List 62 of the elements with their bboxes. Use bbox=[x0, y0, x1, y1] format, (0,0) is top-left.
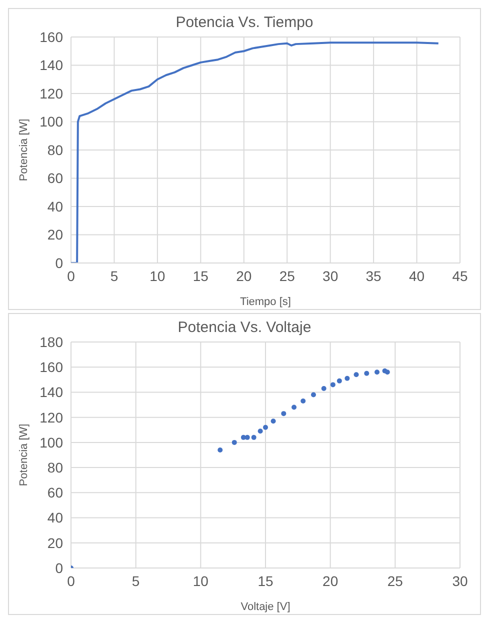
y-tick-label: 80 bbox=[47, 460, 64, 476]
x-axis-title: Voltaje [V] bbox=[240, 601, 290, 613]
point bbox=[310, 392, 316, 398]
x-tick-label: 10 bbox=[150, 268, 166, 284]
y-tick-label: 140 bbox=[40, 57, 64, 74]
point bbox=[244, 434, 250, 440]
y-tick-label: 0 bbox=[55, 254, 64, 271]
point bbox=[292, 404, 297, 410]
x-tick-label: 40 bbox=[408, 268, 425, 284]
point bbox=[364, 370, 370, 376]
point bbox=[281, 411, 286, 416]
x-tick-label: 5 bbox=[132, 572, 140, 589]
x-tick-label: 0 bbox=[67, 268, 76, 284]
x-tick-label: 5 bbox=[110, 268, 118, 284]
point bbox=[321, 386, 326, 391]
x-tick-label: 30 bbox=[452, 572, 468, 589]
y-tick-label: 120 bbox=[40, 85, 64, 102]
y-tick-label: 40 bbox=[47, 198, 64, 214]
y-axis-title: Potencia [W] bbox=[18, 424, 30, 486]
x-tick-label: 20 bbox=[322, 572, 338, 589]
y-tick-label: 0 bbox=[55, 560, 64, 576]
y-tick-label: 120 bbox=[40, 409, 64, 426]
y-tick-label: 140 bbox=[40, 384, 64, 400]
y-tick-label: 100 bbox=[40, 114, 64, 130]
point bbox=[218, 447, 223, 452]
x-tick-label: 15 bbox=[258, 572, 274, 589]
line-series bbox=[71, 42, 440, 263]
y-tick-label: 40 bbox=[47, 510, 64, 526]
chart-title: Potencia Vs. Voltaje bbox=[178, 319, 312, 336]
x-tick-label: 20 bbox=[236, 268, 252, 284]
y-tick-label: 180 bbox=[40, 334, 64, 350]
point bbox=[354, 372, 359, 378]
y-tick-label: 20 bbox=[47, 534, 64, 551]
y-tick-label: 60 bbox=[47, 484, 64, 501]
point bbox=[270, 418, 276, 424]
point bbox=[336, 378, 342, 384]
y-tick-label: 20 bbox=[47, 226, 64, 243]
y-tick-label: 60 bbox=[47, 170, 64, 186]
y-tick-label: 80 bbox=[47, 142, 64, 158]
chart-title: Potencia Vs. Tiempo bbox=[176, 14, 314, 31]
y-axis-title: Potencia [W] bbox=[18, 118, 30, 182]
point bbox=[258, 428, 263, 434]
x-tick-label: 25 bbox=[279, 268, 296, 284]
x-tick-label: 45 bbox=[452, 268, 468, 284]
x-axis-title: Tiempo [s] bbox=[240, 296, 291, 308]
y-tick-label: 160 bbox=[40, 359, 64, 376]
x-tick-label: 25 bbox=[387, 572, 404, 589]
point bbox=[384, 370, 390, 375]
y-tick-label: 160 bbox=[40, 28, 64, 45]
x-tick-label: 0 bbox=[67, 572, 76, 589]
x-tick-label: 10 bbox=[192, 572, 209, 589]
point bbox=[300, 398, 306, 404]
point bbox=[263, 424, 268, 430]
y-tick-label: 100 bbox=[40, 434, 64, 450]
x-tick-label: 15 bbox=[192, 268, 209, 284]
x-tick-label: 35 bbox=[366, 268, 382, 284]
point bbox=[251, 434, 256, 440]
point bbox=[330, 382, 336, 388]
point bbox=[344, 376, 350, 381]
point bbox=[374, 370, 380, 375]
point bbox=[232, 440, 237, 445]
x-tick-label: 30 bbox=[322, 268, 338, 284]
